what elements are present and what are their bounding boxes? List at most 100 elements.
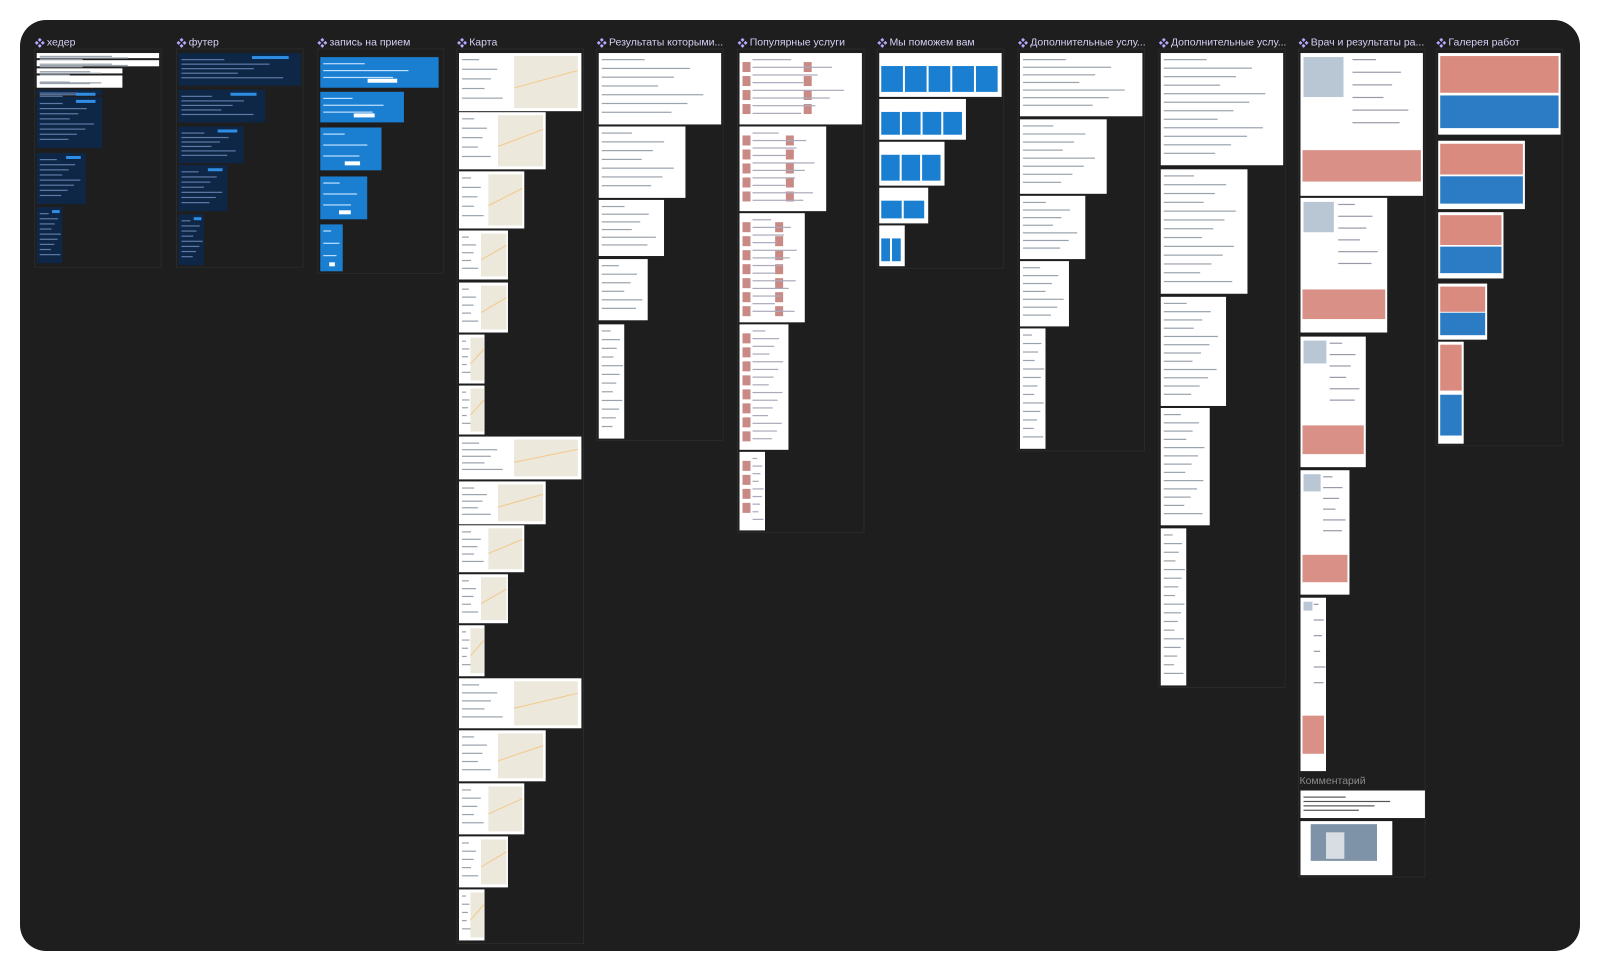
frame-thumbnail[interactable]: [739, 324, 789, 450]
frame-thumbnail[interactable]: [739, 451, 766, 531]
frame-thumbnail[interactable]: [36, 60, 160, 68]
frame-thumbnail[interactable]: [1160, 408, 1210, 526]
frame-thumbnail[interactable]: [459, 436, 582, 480]
section-label[interactable]: Галерея работ: [1448, 37, 1519, 49]
frame-thumbnail[interactable]: [459, 53, 582, 112]
frame-thumbnail[interactable]: [320, 127, 382, 171]
frame-thumbnail[interactable]: [320, 57, 439, 88]
frame-thumbnail[interactable]: [178, 165, 228, 212]
frame-thumbnail[interactable]: [598, 259, 648, 321]
frame-thumbnail[interactable]: [739, 126, 827, 212]
text-line: [1023, 290, 1046, 293]
frame-thumbnail[interactable]: [320, 91, 404, 123]
frame-thumbnail[interactable]: [879, 98, 966, 140]
text-line: [462, 487, 475, 489]
frame-thumbnail[interactable]: [598, 126, 686, 198]
frame-thumbnail[interactable]: [879, 225, 905, 267]
frame-thumbnail[interactable]: [1438, 140, 1525, 210]
frame-thumbnail[interactable]: [459, 334, 485, 384]
frame-thumbnail[interactable]: [178, 53, 301, 86]
frame-thumbnail[interactable]: [598, 199, 665, 257]
frame-thumbnail[interactable]: [459, 385, 485, 435]
frame-thumbnail[interactable]: [459, 574, 508, 624]
frame-thumbnail[interactable]: [739, 53, 862, 125]
frame-thumbnail[interactable]: [1300, 197, 1388, 333]
frame-thumbnail[interactable]: [459, 282, 508, 333]
frame-thumbnail[interactable]: [459, 481, 546, 525]
frame-thumbnail[interactable]: [459, 678, 582, 729]
frame-thumbnail[interactable]: [1160, 296, 1227, 406]
frame-thumbnail[interactable]: [1438, 341, 1464, 444]
frame-thumbnail[interactable]: [459, 112, 546, 170]
service-photo: [742, 62, 751, 73]
frame-thumbnail[interactable]: [459, 889, 485, 941]
text-line: [752, 457, 758, 460]
text-line: [1023, 149, 1063, 151]
text-line: [1338, 251, 1378, 253]
frame-thumbnail[interactable]: [459, 171, 525, 229]
frame-thumbnail[interactable]: [1020, 53, 1143, 117]
text-line: [462, 631, 466, 633]
frame-thumbnail[interactable]: [1020, 328, 1046, 449]
frame-thumbnail[interactable]: [36, 96, 102, 148]
frame-thumbnail[interactable]: [598, 324, 625, 439]
text-line: [1023, 368, 1045, 370]
frame-thumbnail[interactable]: [1020, 261, 1069, 327]
frame-thumbnail[interactable]: [1300, 597, 1327, 772]
frame-thumbnail[interactable]: [598, 53, 722, 125]
frame-thumbnail[interactable]: [459, 836, 508, 888]
frame-surface: [739, 324, 789, 450]
text-line: [752, 219, 772, 221]
section-label[interactable]: Мы поможем вам: [889, 37, 974, 49]
frame-thumbnail[interactable]: [320, 176, 368, 220]
section-label[interactable]: Результаты которыми...: [609, 37, 723, 49]
frame-thumbnail[interactable]: [1160, 169, 1248, 294]
section-frame: [176, 48, 304, 268]
section-label[interactable]: Дополнительные услу...: [1030, 37, 1146, 49]
section-label[interactable]: Карта: [469, 37, 497, 49]
frame-thumbnail[interactable]: [459, 230, 508, 280]
frame-thumbnail[interactable]: [1438, 212, 1504, 279]
frame-thumbnail[interactable]: [1438, 283, 1488, 340]
service-tile: [901, 111, 921, 135]
frame-thumbnail[interactable]: [739, 213, 805, 323]
text-line: [323, 97, 353, 99]
frame-thumbnail[interactable]: [36, 89, 102, 97]
section-label[interactable]: футер: [189, 37, 219, 49]
frame-thumbnail[interactable]: [1020, 119, 1107, 194]
section-label[interactable]: хедер: [47, 37, 76, 49]
frame-thumbnail[interactable]: [459, 525, 525, 573]
frame-thumbnail[interactable]: [879, 53, 1002, 97]
text-line: [462, 288, 469, 290]
section-label[interactable]: Дополнительные услу...: [1171, 37, 1287, 49]
map-area: [488, 786, 523, 832]
frame-thumbnail[interactable]: [1300, 470, 1350, 595]
frame-thumbnail[interactable]: [1438, 53, 1561, 135]
frame-thumbnail[interactable]: [36, 153, 86, 204]
frame-thumbnail[interactable]: [320, 224, 343, 272]
section-label[interactable]: Популярные услуги: [750, 37, 845, 49]
frame-thumbnail[interactable]: [36, 53, 160, 61]
frame-thumbnail[interactable]: [36, 68, 123, 76]
frame-surface: [1020, 261, 1069, 327]
frame-thumbnail[interactable]: [879, 187, 929, 224]
section-label[interactable]: запись на прием: [329, 37, 410, 49]
frame-thumbnail[interactable]: [36, 207, 63, 264]
section-label[interactable]: Врач и результаты ра...: [1311, 37, 1425, 49]
frame-thumbnail[interactable]: [459, 783, 525, 835]
frame-thumbnail[interactable]: [1160, 528, 1187, 686]
frame-thumbnail[interactable]: [1160, 53, 1284, 166]
frame-thumbnail[interactable]: [459, 730, 546, 782]
frame-thumbnail[interactable]: [459, 625, 485, 677]
frame-thumbnail[interactable]: [178, 126, 244, 164]
frame-thumbnail[interactable]: [1300, 336, 1366, 468]
frame-thumbnail[interactable]: [36, 75, 123, 88]
frame-thumbnail[interactable]: [178, 214, 205, 266]
frame-thumbnail[interactable]: [1020, 195, 1086, 260]
text-line: [1163, 620, 1178, 623]
frame-thumbnail[interactable]: [879, 141, 945, 186]
text-line: [1023, 239, 1069, 242]
text-line: [1352, 59, 1377, 61]
frame-thumbnail[interactable]: [1300, 53, 1423, 196]
frame-thumbnail[interactable]: [178, 89, 266, 123]
